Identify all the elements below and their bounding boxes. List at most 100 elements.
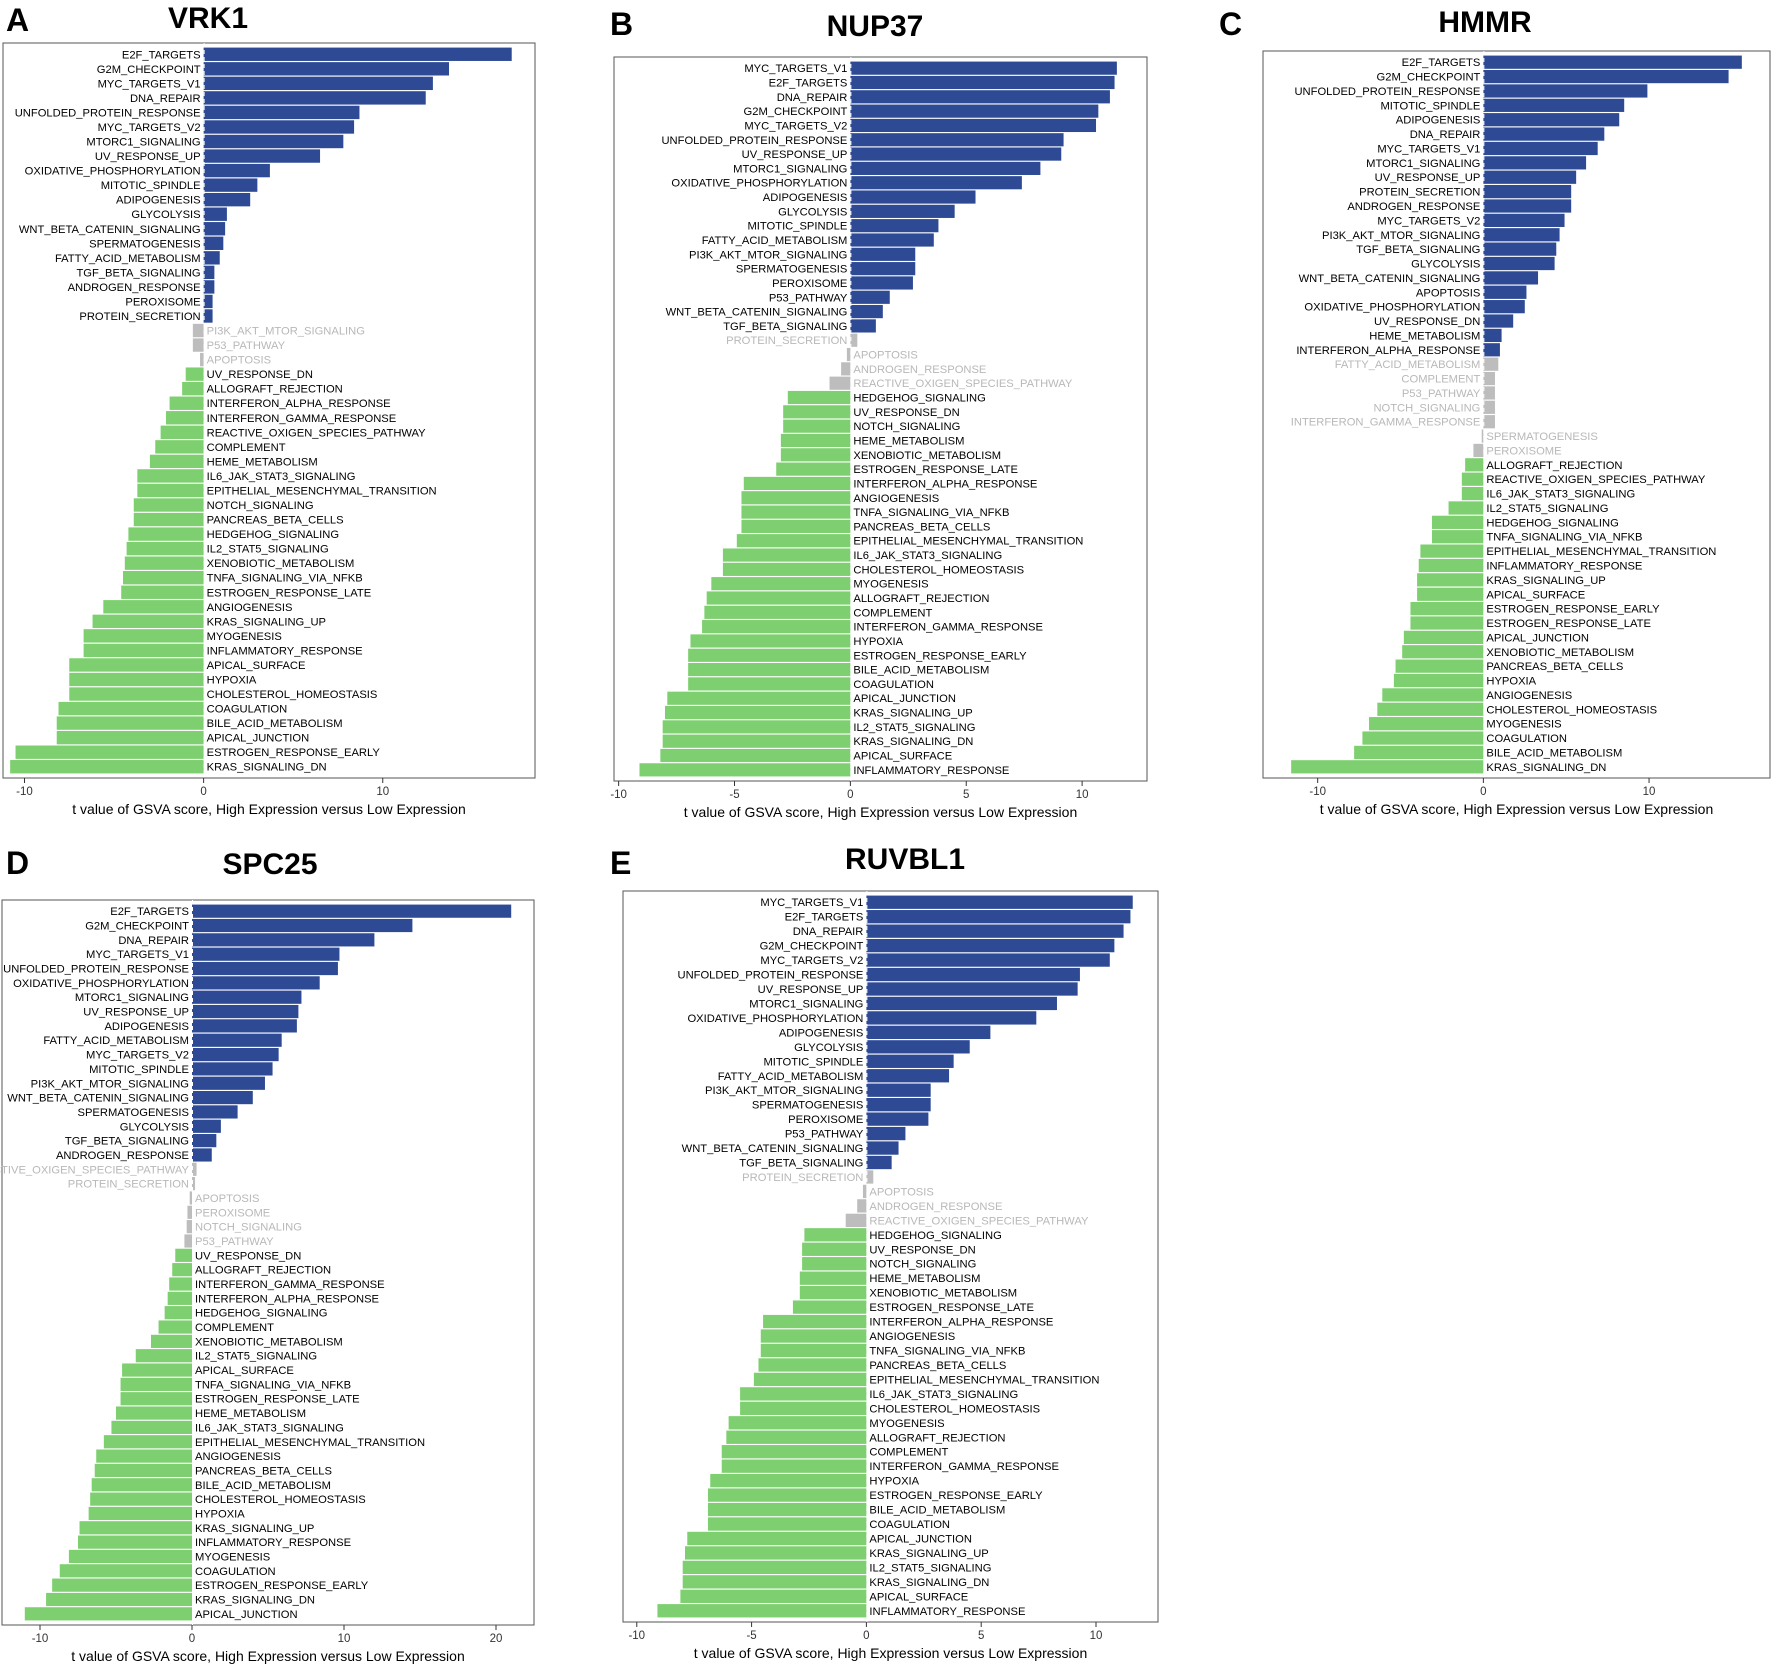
category-label: MYC_TARGETS_V2 [744,120,847,132]
category-label: INTERFERON_ALPHA_RESPONSE [1296,345,1480,357]
bar [1483,84,1648,98]
bar [866,1126,906,1141]
bar [1395,659,1484,673]
category-label: MYOGENESIS [195,1551,270,1563]
category-label: UV_RESPONSE_DN [195,1250,301,1262]
category-label: MYC_TARGETS_V1 [760,897,863,909]
bar [1418,558,1484,573]
category-label: ADIPOGENESIS [104,1021,189,1033]
category-label: FATTY_ACID_METABOLISM [718,1071,864,1083]
category-label: XENOBIOTIC_METABOLISM [1486,647,1634,659]
bar [158,1320,192,1334]
category-label: ESTROGEN_RESPONSE_LATE [1486,618,1651,630]
bar [758,1358,867,1372]
category-label: ESTROGEN_RESPONSE_EARLY [853,650,1027,662]
bar [1483,400,1495,414]
x-tick-label: 0 [189,1633,195,1645]
chart-title-e: RUVBL1 [844,843,965,876]
bar [189,1191,192,1205]
bar [192,323,204,338]
bar [1483,256,1555,271]
category-label: PEROXISOME [125,296,200,308]
category-label: MYOGENESIS [869,1418,944,1430]
bar [59,1564,193,1578]
category-label: KRAS_SIGNALING_DN [195,1594,315,1606]
bar [203,222,226,236]
category-label: PROTEIN_SECRETION [68,1179,189,1191]
category-label: IL6_JAK_STAT3_SIGNALING [1486,489,1635,501]
bar [192,1019,297,1033]
bar [690,634,851,648]
category-label: APICAL_JUNCTION [853,693,956,705]
bar [702,620,851,634]
category-label: BILE_ACID_METABOLISM [853,665,989,677]
bar [802,1242,867,1256]
bar [1448,501,1484,515]
category-label: ANGIOGENESIS [207,602,293,614]
bar [1417,587,1484,601]
bar [866,910,1131,924]
bar [203,207,227,221]
bar [657,1604,867,1618]
bar [133,498,204,512]
category-label: MITOTIC_SPINDLE [1380,100,1480,112]
x-tick-label: 10 [1643,786,1656,798]
bar [203,280,215,294]
category-label: MTORC1_SIGNALING [749,998,863,1010]
bar [1410,602,1484,616]
category-label: ANGIOGENESIS [1486,690,1572,702]
bar [149,454,204,469]
bar [192,1047,279,1062]
category-label: TNFA_SIGNALING_VIA_NFKB [853,507,1009,519]
category-label: IL2_STAT5_SIGNALING [195,1351,317,1363]
bar [103,1435,192,1449]
category-label: ALLOGRAFT_REJECTION [1486,460,1622,472]
bar [760,1329,867,1343]
bar [133,512,204,527]
bar [192,1033,282,1047]
category-label: TGF_BETA_SIGNALING [739,1158,863,1170]
category-label: WNT_BETA_CATENIN_SIGNALING [19,224,201,236]
category-label: E2F_TARGETS [110,906,189,918]
bar [783,419,851,433]
bar [137,483,204,498]
bar [1483,415,1495,429]
category-label: SPERMATOGENESIS [78,1107,190,1119]
plot-frame [1262,50,1771,779]
bar [120,1392,192,1406]
category-label: E2F_TARGETS [769,77,848,89]
category-label: MITOTIC_SPINDLE [101,180,201,192]
bar [728,1416,867,1430]
bar [866,1054,954,1068]
bar [121,585,204,599]
category-label: HEDGEHOG_SIGNALING [195,1308,327,1320]
bar [1483,213,1565,227]
category-label: P53_PATHWAY [195,1236,274,1248]
x-tick-label: 0 [1480,786,1486,798]
category-label: EPITHELIAL_MESENCHYMAL_TRANSITION [207,485,437,497]
bar [184,1234,192,1248]
x-tick-label: -5 [729,789,739,801]
bar [124,556,204,570]
bar [688,648,851,662]
category-label: ANGIOGENESIS [853,493,939,505]
category-label: ESTROGEN_RESPONSE_EARLY [207,747,381,759]
category-label: BILE_ACID_METABOLISM [1486,747,1622,759]
bar [167,1291,192,1305]
category-label: HYPOXIA [869,1476,919,1488]
bar [192,1004,299,1019]
bar [688,663,851,677]
category-label: KRAS_SIGNALING_DN [853,736,973,748]
category-label: ANDROGEN_RESPONSE [1347,201,1480,213]
bar [24,1607,192,1621]
bar [1362,731,1484,745]
category-label: ESTROGEN_RESPONSE_EARLY [869,1490,1043,1502]
bar [1483,228,1560,242]
bar [150,1334,192,1348]
category-label: MYC_TARGETS_V1 [86,949,189,961]
category-label: WNT_BETA_CATENIN_SIGNALING [666,307,848,319]
category-label: FATTY_ACID_METABOLISM [1335,359,1481,371]
